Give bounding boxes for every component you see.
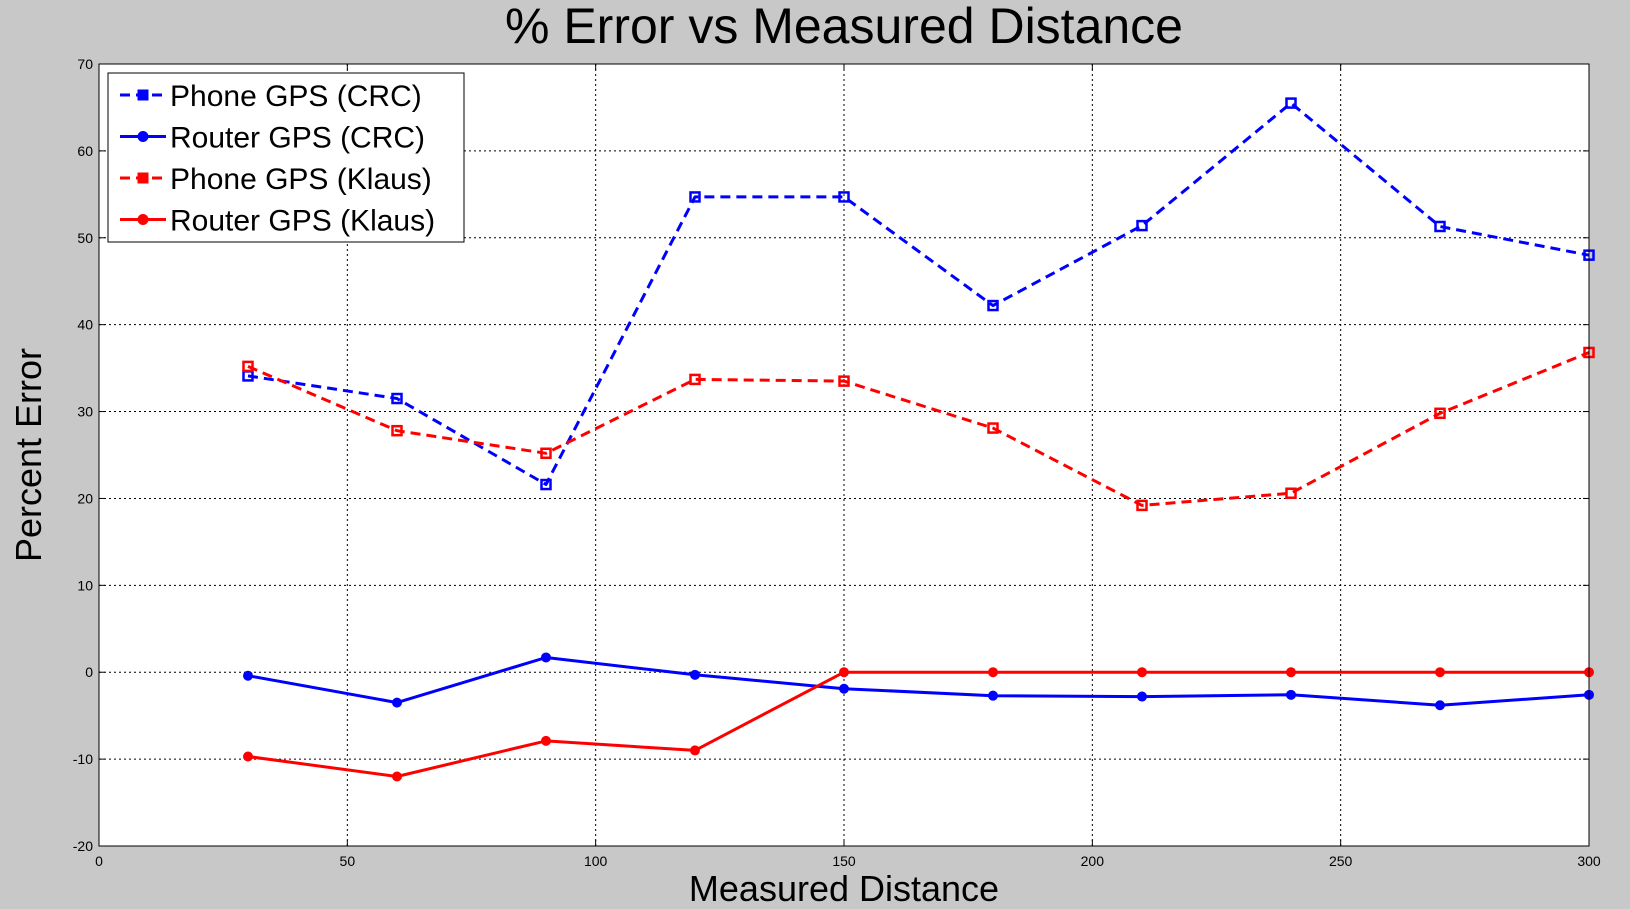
data-point xyxy=(839,683,849,694)
data-point xyxy=(1137,667,1147,678)
data-point xyxy=(689,191,701,203)
y-tick-label: 70 xyxy=(77,56,93,72)
legend-entry: Phone GPS (CRC) xyxy=(120,80,422,113)
legend-marker xyxy=(137,172,149,184)
series-phone-gps-klaus xyxy=(242,346,1595,512)
series-phone-gps-crc xyxy=(242,97,1595,491)
data-point xyxy=(1136,219,1148,232)
series-line xyxy=(247,656,1590,707)
y-tick-label: -10 xyxy=(73,751,93,767)
legend-label: Router GPS (CRC) xyxy=(170,122,425,155)
data-point xyxy=(1286,689,1296,700)
data-point xyxy=(987,422,999,434)
axis-ticks: 0 50 100 150 200 250 300 -20 -10 0 10 20 30 40 50 60 70 xyxy=(73,56,1601,869)
data-point xyxy=(1434,220,1446,233)
data-point xyxy=(392,697,402,708)
data-point xyxy=(1285,97,1297,109)
data-point xyxy=(1136,499,1148,512)
data-point xyxy=(839,667,849,678)
data-point xyxy=(1286,667,1296,678)
series-line xyxy=(247,101,1590,486)
y-tick-label: 20 xyxy=(77,490,93,506)
data-point xyxy=(540,447,552,460)
chart-title: % Error vs Measured Distance xyxy=(505,0,1183,54)
data-point xyxy=(690,745,700,756)
data-point xyxy=(988,667,998,678)
y-tick-label: -20 xyxy=(73,838,93,854)
legend-entry: Phone GPS (Klaus) xyxy=(120,163,432,196)
series-line xyxy=(247,351,1590,507)
y-tick-label: 0 xyxy=(85,664,93,680)
series-layer xyxy=(242,97,1595,782)
x-tick-label: 150 xyxy=(832,853,856,869)
data-point xyxy=(391,392,403,405)
legend-marker xyxy=(137,214,149,225)
data-point xyxy=(242,360,254,373)
x-tick-label: 300 xyxy=(1577,853,1601,869)
data-point xyxy=(392,771,402,782)
y-axis-title: Percent Error xyxy=(8,348,49,562)
legend-entry: Router GPS (CRC) xyxy=(120,122,425,155)
plot-frame xyxy=(98,63,1590,847)
data-point xyxy=(838,191,850,203)
x-tick-label: 100 xyxy=(584,853,608,869)
x-tick-label: 200 xyxy=(1081,853,1105,869)
data-point xyxy=(1434,407,1446,420)
x-tick-label: 250 xyxy=(1329,853,1353,869)
data-point xyxy=(1435,700,1445,711)
data-point xyxy=(987,299,999,312)
y-tick-label: 10 xyxy=(77,577,93,593)
data-point xyxy=(541,735,551,746)
y-tick-label: 60 xyxy=(77,143,93,159)
legend-marker xyxy=(137,131,149,142)
data-point xyxy=(988,690,998,701)
legend: Phone GPS (CRC) Router GPS (CRC) Phone GPS… xyxy=(107,72,465,243)
y-tick-label: 30 xyxy=(77,404,93,420)
data-point xyxy=(243,751,253,762)
x-tick-label: 0 xyxy=(95,853,103,869)
legend-box xyxy=(107,72,465,243)
x-tick-label: 50 xyxy=(340,853,356,869)
grid-lines xyxy=(99,64,1589,846)
data-point xyxy=(838,375,850,387)
series-line xyxy=(247,670,1589,778)
data-point xyxy=(689,373,701,386)
legend-marker xyxy=(137,89,149,101)
y-tick-label: 50 xyxy=(77,230,93,246)
data-point xyxy=(690,669,700,680)
series-router-gps-klaus xyxy=(243,667,1594,782)
y-tick-label: 40 xyxy=(77,317,93,333)
legend-label: Router GPS (Klaus) xyxy=(170,205,435,238)
legend-label: Phone GPS (CRC) xyxy=(170,80,422,113)
data-point xyxy=(1285,487,1297,499)
legend-label: Phone GPS (Klaus) xyxy=(170,163,432,196)
data-point xyxy=(1137,691,1147,702)
data-point xyxy=(243,670,253,681)
legend-entry: Router GPS (Klaus) xyxy=(120,205,435,238)
x-axis-title: Measured Distance xyxy=(689,868,999,909)
data-point xyxy=(1435,667,1445,678)
data-point xyxy=(391,424,403,437)
series-router-gps-crc xyxy=(243,652,1594,711)
data-point xyxy=(540,478,552,491)
data-point xyxy=(541,652,551,663)
